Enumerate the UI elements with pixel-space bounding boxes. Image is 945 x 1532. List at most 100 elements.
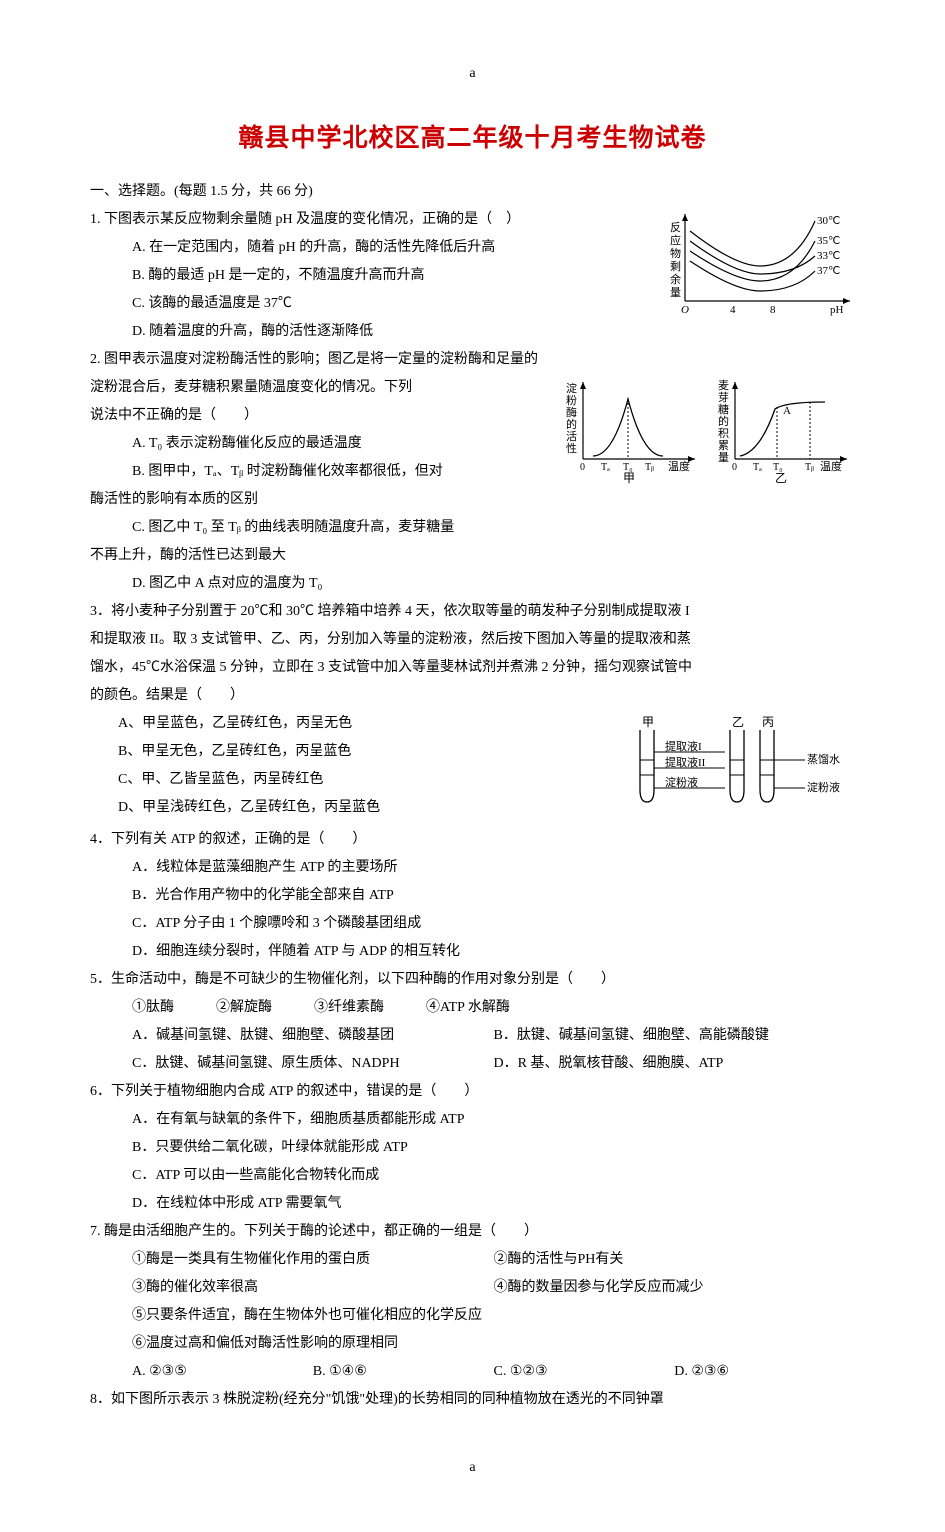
q6-opt-d: D．在线粒体中形成 ATP 需要氧气 bbox=[90, 1190, 855, 1218]
svg-text:A: A bbox=[783, 405, 791, 417]
q7-i6: ⑥温度过高和偏低对酶活性影响的原理相同 bbox=[90, 1330, 855, 1358]
q2-opt-c2: 不再上升，酶的活性已达到最大 bbox=[90, 542, 855, 570]
svg-text:甲: 甲 bbox=[623, 471, 635, 484]
q3-stem-a: 3．将小麦种子分别置于 20℃和 30℃ 培养箱中培养 4 天，依次取等量的萌发… bbox=[90, 598, 855, 626]
svg-text:温度: 温度 bbox=[668, 459, 690, 473]
q5-opt-a: A．碱基间氢键、肽键、细胞壁、磷酸基团 bbox=[132, 1022, 494, 1050]
svg-text:蒸馏水: 蒸馏水 bbox=[807, 752, 840, 766]
svg-text:温度: 温度 bbox=[820, 459, 842, 473]
svg-text:芽: 芽 bbox=[718, 390, 729, 404]
q4-stem: 4．下列有关 ATP 的叙述，正确的是（ ） bbox=[90, 826, 855, 854]
svg-text:麦: 麦 bbox=[718, 379, 729, 392]
q3-diagram: 甲 乙 丙 提取液I 提取液II 淀粉液 bbox=[605, 710, 855, 826]
svg-text:Tₐ: Tₐ bbox=[601, 462, 610, 473]
question-1: 反 应 物 剩 余 量 30℃ 35℃ 33℃ 37℃ O 4 8 pH bbox=[90, 206, 855, 346]
svg-text:淀: 淀 bbox=[566, 381, 577, 395]
svg-text:4: 4 bbox=[730, 304, 736, 316]
exam-title: 赣县中学北校区高二年级十月考生物试卷 bbox=[90, 113, 855, 163]
q6-opt-b: B．只要供给二氧化碳，叶绿体就能形成 ATP bbox=[90, 1134, 855, 1162]
q1-chart-svg: 反 应 物 剩 余 量 30℃ 35℃ 33℃ 37℃ O 4 8 pH bbox=[665, 206, 855, 316]
svg-text:Tᵦ: Tᵦ bbox=[805, 462, 814, 473]
chart-q1: 反 应 物 剩 余 量 30℃ 35℃ 33℃ 37℃ O 4 8 pH bbox=[665, 206, 855, 327]
q3-stem-d: 的颜色。结果是（ ） bbox=[90, 682, 855, 710]
svg-text:活: 活 bbox=[566, 430, 577, 443]
q6-opt-a: A．在有氧与缺氧的条件下，细胞质基质都能形成 ATP bbox=[90, 1106, 855, 1134]
question-2: 2. 图甲表示温度对淀粉酶活性的影响；图乙是将一定量的淀粉酶和足量的 淀 粉 酶… bbox=[90, 346, 855, 598]
q3-stem-c: 馏水，45℃水浴保温 5 分钟，立即在 3 支试管中加入等量斐林试剂并煮沸 2 … bbox=[90, 654, 855, 682]
q8-stem: 8．如下图所示表示 3 株脱淀粉(经充分"饥饿"处理)的长势相同的同种植物放在透… bbox=[90, 1386, 855, 1414]
q5-opt-c: C．肽键、碱基间氢键、原生质体、NADPH bbox=[132, 1050, 494, 1078]
q2-opt-d: D. 图乙中 A 点对应的温度为 T₀ bbox=[90, 570, 855, 598]
svg-text:0: 0 bbox=[580, 462, 585, 473]
q7-i5: ⑤只要条件适宜，酶在生物体外也可催化相应的化学反应 bbox=[90, 1302, 855, 1330]
q5-opt-b: B．肽键、碱基间氢键、细胞壁、高能磷酸键 bbox=[494, 1022, 856, 1050]
svg-text:淀粉液: 淀粉液 bbox=[665, 775, 698, 789]
svg-text:余: 余 bbox=[670, 272, 681, 286]
svg-text:的: 的 bbox=[566, 417, 577, 431]
svg-text:积: 积 bbox=[718, 427, 729, 440]
q2-charts: 淀 粉 酶 的 活 性 0 Tₐ T₀ Tᵦ 温度 甲 麦 bbox=[563, 374, 855, 484]
svg-text:物: 物 bbox=[670, 246, 681, 260]
svg-text:Tₐ: Tₐ bbox=[753, 462, 762, 473]
svg-text:pH: pH bbox=[830, 304, 844, 316]
section-header: 一、选择题。(每题 1.5 分，共 66 分) bbox=[90, 178, 855, 206]
footer-mark: a bbox=[90, 1454, 855, 1482]
q7-opt-b: B. ①④⑥ bbox=[313, 1358, 494, 1386]
q7-row-12: ①酶是一类具有生物催化作用的蛋白质 ②酶的活性与PH有关 bbox=[90, 1246, 855, 1274]
q5-items: ①肽酶 ②解旋酶 ③纤维素酶 ④ATP 水解酶 bbox=[90, 994, 855, 1022]
q7-i3: ③酶的催化效率很高 bbox=[132, 1274, 494, 1302]
svg-text:丙: 丙 bbox=[762, 715, 774, 729]
q7-i1: ①酶是一类具有生物催化作用的蛋白质 bbox=[132, 1246, 494, 1274]
svg-text:Tᵦ: Tᵦ bbox=[645, 462, 654, 473]
svg-text:糖: 糖 bbox=[718, 402, 729, 416]
question-5: 5．生命活动中，酶是不可缺少的生物催化剂，以下四种酶的作用对象分别是（ ） ①肽… bbox=[90, 966, 855, 1078]
q2-chart-a-svg: 淀 粉 酶 的 活 性 0 Tₐ T₀ Tᵦ 温度 甲 bbox=[563, 374, 703, 484]
svg-text:性: 性 bbox=[566, 441, 577, 455]
q5-row-cd: C．肽键、碱基间氢键、原生质体、NADPH D．R 基、脱氧核苷酸、细胞膜、AT… bbox=[90, 1050, 855, 1078]
question-3: 3．将小麦种子分别置于 20℃和 30℃ 培养箱中培养 4 天，依次取等量的萌发… bbox=[90, 598, 855, 822]
q4-opt-a: A．线粒体是蓝藻细胞产生 ATP 的主要场所 bbox=[90, 854, 855, 882]
q7-opt-d: D. ②③⑥ bbox=[674, 1358, 855, 1386]
q2-stem-a: 2. 图甲表示温度对淀粉酶活性的影响；图乙是将一定量的淀粉酶和足量的 bbox=[90, 346, 855, 374]
q7-opt-a: A. ②③⑤ bbox=[132, 1358, 313, 1386]
svg-text:淀粉液: 淀粉液 bbox=[807, 780, 840, 794]
question-6: 6．下列关于植物细胞内合成 ATP 的叙述中，错误的是（ ） A．在有氧与缺氧的… bbox=[90, 1078, 855, 1218]
question-7: 7. 酶是由活细胞产生的。下列关于酶的论述中，都正确的一组是（ ） ①酶是一类具… bbox=[90, 1218, 855, 1386]
q7-i2: ②酶的活性与PH有关 bbox=[494, 1246, 856, 1274]
svg-text:8: 8 bbox=[770, 304, 776, 316]
q4-opt-c: C．ATP 分子由 1 个腺嘌呤和 3 个磷酸基团组成 bbox=[90, 910, 855, 938]
header-mark: a bbox=[90, 60, 855, 88]
svg-text:33℃: 33℃ bbox=[817, 250, 840, 262]
question-4: 4．下列有关 ATP 的叙述，正确的是（ ） A．线粒体是蓝藻细胞产生 ATP … bbox=[90, 826, 855, 966]
svg-text:量: 量 bbox=[670, 286, 681, 299]
q7-row-34: ③酶的催化效率很高 ④酶的数量因参与化学反应而减少 bbox=[90, 1274, 855, 1302]
q2-chart-b-svg: 麦 芽 糖 的 积 累 量 A 0 Tₐ T₀ Tᵦ 温度 乙 bbox=[715, 374, 855, 484]
q7-i4: ④酶的数量因参与化学反应而减少 bbox=[494, 1274, 856, 1302]
q7-opts: A. ②③⑤ B. ①④⑥ C. ①②③ D. ②③⑥ bbox=[90, 1358, 855, 1386]
q6-opt-c: C．ATP 可以由一些高能化合物转化而成 bbox=[90, 1162, 855, 1190]
y-label-char: 反 bbox=[670, 221, 681, 234]
q7-stem: 7. 酶是由活细胞产生的。下列关于酶的论述中，都正确的一组是（ ） bbox=[90, 1218, 855, 1246]
svg-text:0: 0 bbox=[732, 462, 737, 473]
svg-text:35℃: 35℃ bbox=[817, 235, 840, 247]
svg-text:的: 的 bbox=[718, 414, 729, 428]
q2-opt-b2: 酶活性的影响有本质的区别 bbox=[90, 486, 855, 514]
svg-text:37℃: 37℃ bbox=[817, 265, 840, 277]
q2-opt-c: C. 图乙中 T₀ 至 Tᵦ 的曲线表明随温度升高，麦芽糖量 bbox=[90, 514, 855, 542]
svg-text:粉: 粉 bbox=[566, 394, 577, 407]
q4-opt-d: D．细胞连续分裂时，伴随着 ATP 与 ADP 的相互转化 bbox=[90, 938, 855, 966]
svg-text:累: 累 bbox=[718, 439, 729, 452]
svg-text:提取液II: 提取液II bbox=[665, 755, 706, 769]
svg-text:O: O bbox=[681, 304, 689, 316]
svg-text:甲: 甲 bbox=[642, 715, 654, 729]
exam-page: a 赣县中学北校区高二年级十月考生物试卷 一、选择题。(每题 1.5 分，共 6… bbox=[0, 0, 945, 1532]
q3-stem-b: 和提取液 II。取 3 支试管甲、乙、丙，分别加入等量的淀粉液，然后按下图加入等… bbox=[90, 626, 855, 654]
q6-stem: 6．下列关于植物细胞内合成 ATP 的叙述中，错误的是（ ） bbox=[90, 1078, 855, 1106]
q3-tubes-svg: 甲 乙 丙 提取液I 提取液II 淀粉液 bbox=[605, 710, 855, 815]
q5-opt-d: D．R 基、脱氧核苷酸、细胞膜、ATP bbox=[494, 1050, 856, 1078]
svg-text:应: 应 bbox=[670, 233, 681, 247]
svg-text:剩: 剩 bbox=[670, 260, 681, 273]
svg-text:提取液I: 提取液I bbox=[665, 739, 702, 753]
q5-row-ab: A．碱基间氢键、肽键、细胞壁、磷酸基团 B．肽键、碱基间氢键、细胞壁、高能磷酸键 bbox=[90, 1022, 855, 1050]
svg-text:酶: 酶 bbox=[566, 406, 577, 419]
